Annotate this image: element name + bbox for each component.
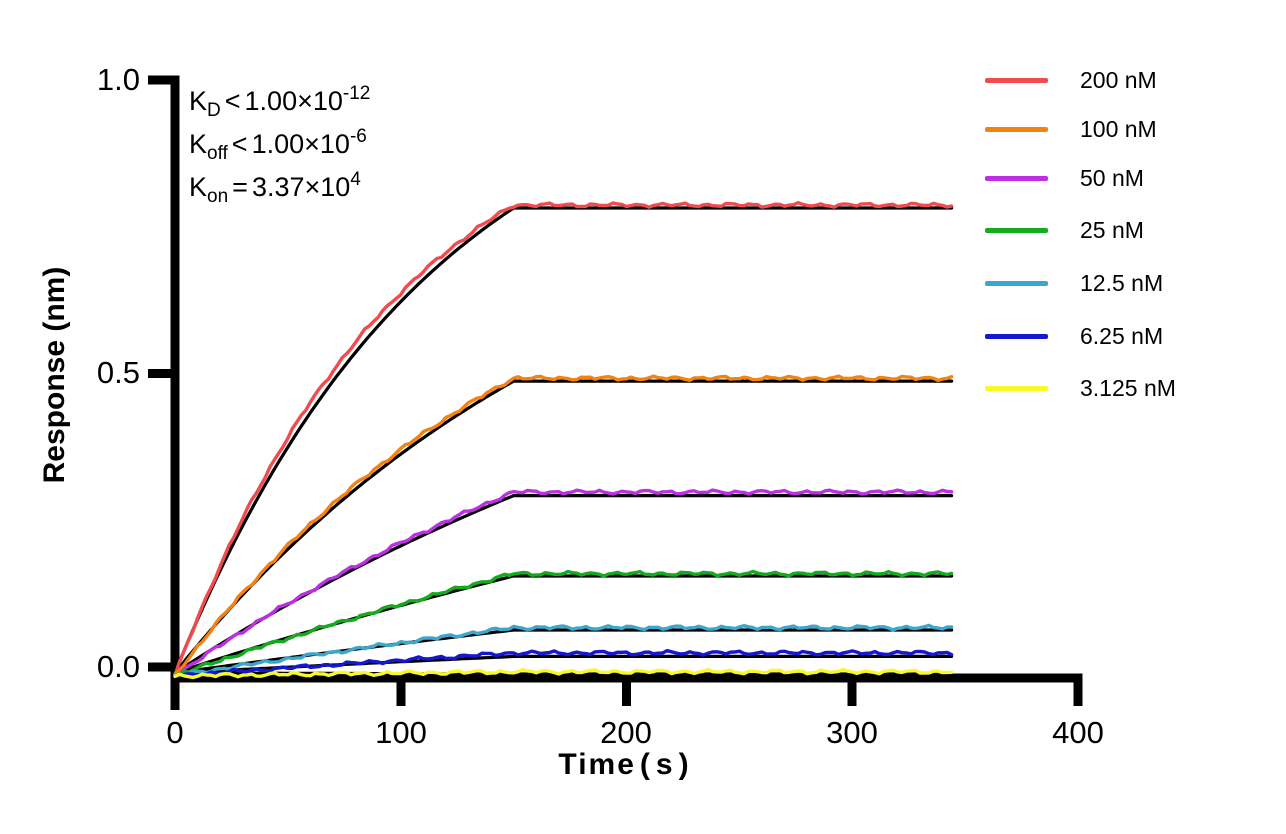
legend-item-3.125nM: 3.125 nM	[985, 374, 1176, 402]
legend-label-200nM: 200 nM	[1080, 66, 1157, 93]
x-tick-label-0: 0	[166, 715, 184, 750]
x-axis-title-unit: s	[655, 748, 675, 781]
sensorgram-curve-200nM	[173, 201, 954, 677]
sensorgram-curve-100nM	[173, 374, 954, 676]
x-axis-title-close-paren: )	[678, 748, 691, 781]
kd-exponent: -12	[342, 83, 371, 104]
fit-line-3.125nM	[173, 671, 954, 676]
legend-swatch-100nM	[985, 126, 1048, 132]
kd-symbol: K	[189, 86, 208, 116]
sensorgram-curve-6.25nM	[173, 649, 954, 679]
sensorgram-curve-25nM	[173, 569, 954, 678]
fit-line-100nM	[173, 379, 954, 675]
kinetics-annotation: KD <1.00×10-12 Koff <1.00×10-6 Kon = 3.37×10…	[189, 80, 370, 209]
x-tick-label-400: 400	[1052, 715, 1104, 750]
legend-item-200nM: 200 nM	[985, 66, 1157, 94]
kon-value: 3.37×10	[251, 172, 351, 202]
kd-line: KD <1.00×10-12	[189, 80, 370, 123]
fit-line-200nM	[173, 206, 954, 675]
kon-comparator: =	[232, 172, 248, 202]
kon-symbol: K	[189, 172, 208, 202]
y-tick-label-1.0: 1.0	[96, 62, 140, 97]
legend-swatch-12.5nM	[985, 280, 1048, 286]
kd-subscript: D	[207, 100, 221, 121]
sensorgram-curve-12.5nM	[173, 623, 954, 677]
legend-label-6.25nM: 6.25 nM	[1080, 322, 1164, 349]
kon-line: Kon = 3.37×104	[189, 166, 370, 209]
legend-swatch-3.125nM	[985, 385, 1048, 391]
koff-value: 1.00×10	[251, 129, 350, 159]
koff-comparator: <	[231, 129, 248, 159]
sensorgram-curve-50nM	[173, 488, 954, 679]
sensorgram-curve-3.125nM	[173, 667, 954, 680]
legend-item-50nM: 50 nM	[985, 164, 1144, 192]
axes	[148, 75, 1083, 710]
legend-item-12.5nM: 12.5 nM	[985, 269, 1163, 297]
legend-label-50nM: 50 nM	[1080, 164, 1144, 191]
legend-item-25nM: 25 nM	[985, 216, 1144, 244]
kon-exponent: 4	[350, 169, 361, 190]
legend-label-100nM: 100 nM	[1080, 115, 1157, 142]
legend-item-100nM: 100 nM	[985, 115, 1157, 143]
x-tick-label-200: 200	[600, 715, 652, 750]
koff-line: Koff <1.00×10-6	[189, 123, 370, 166]
legend-item-6.25nM: 6.25 nM	[985, 322, 1163, 350]
legend-swatch-200nM	[985, 77, 1048, 83]
x-axis-title: Time(s)	[175, 748, 1078, 782]
koff-symbol: K	[189, 129, 208, 159]
kd-value: 1.00×10	[244, 86, 343, 116]
legend-label-3.125nM: 3.125 nM	[1080, 374, 1176, 401]
x-axis-title-open-paren: (	[639, 748, 652, 781]
legend-swatch-6.25nM	[985, 333, 1048, 339]
y-tick-label-0.0: 0.0	[96, 649, 140, 684]
x-tick-label-300: 300	[826, 715, 878, 750]
sensorgram-curves-layer	[173, 201, 954, 680]
legend-label-25nM: 25 nM	[1080, 216, 1144, 243]
x-axis-title-word: Time	[558, 748, 636, 781]
koff-subscript: off	[207, 143, 228, 164]
y-axis-title: Response (nm)	[38, 266, 71, 484]
legend-swatch-50nM	[985, 175, 1048, 181]
x-tick-label-100: 100	[375, 715, 427, 750]
legend-label-12.5nM: 12.5 nM	[1080, 269, 1164, 296]
legend-swatch-25nM	[985, 227, 1048, 233]
kd-comparator: <	[224, 86, 241, 116]
y-tick-label-0.5: 0.5	[96, 355, 140, 390]
kon-subscript: on	[207, 186, 229, 207]
koff-exponent: -6	[349, 126, 367, 147]
fit-line-50nM	[173, 494, 954, 675]
